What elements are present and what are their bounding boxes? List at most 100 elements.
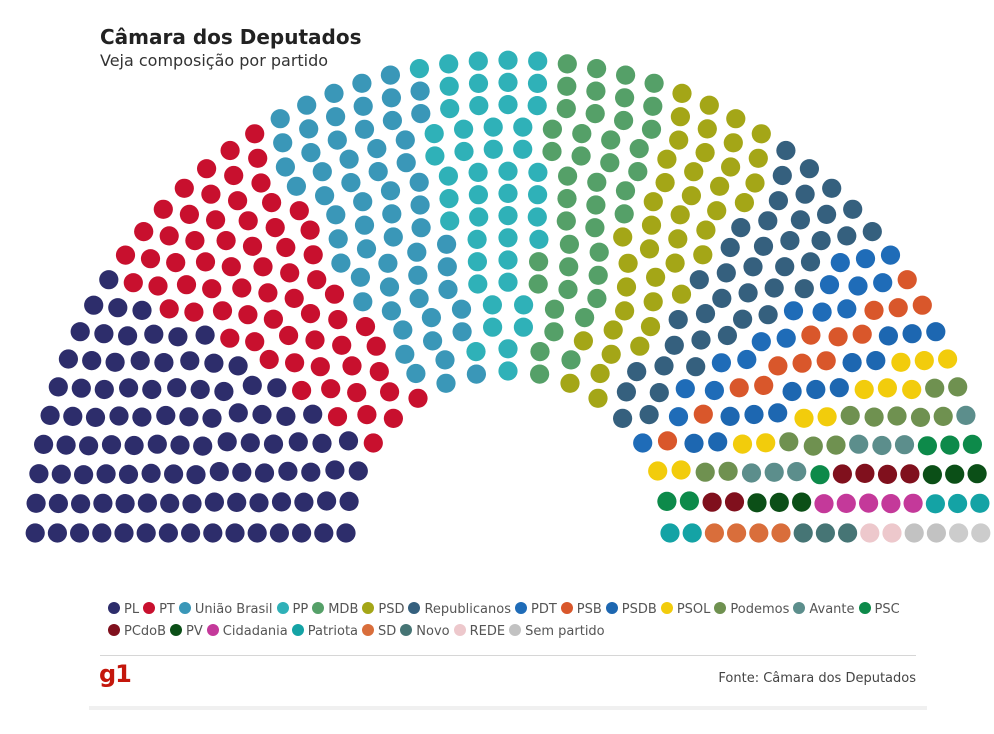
seat-dot: [643, 292, 663, 312]
g1-logo: g1: [99, 660, 132, 688]
seat-dot: [848, 276, 868, 296]
seat-dot: [800, 252, 821, 272]
seat-dot: [671, 460, 691, 480]
seat-dot: [280, 263, 300, 283]
seat-dot: [776, 140, 796, 161]
seat-dot: [440, 99, 460, 119]
seat-dot: [71, 378, 91, 398]
seat-dot: [702, 492, 722, 512]
seat-dot: [166, 253, 186, 273]
seat-dot: [498, 72, 518, 92]
legend-label: Patriota: [307, 624, 359, 639]
seat-dot: [324, 83, 344, 103]
seat-dot: [864, 300, 884, 320]
seat-dot: [228, 356, 248, 376]
chart-subtitle: Veja composição por partido: [100, 51, 329, 70]
legend-item: PP: [276, 599, 308, 621]
seat-dot: [498, 50, 518, 70]
seat-dot: [926, 322, 946, 342]
seat-dot: [559, 257, 579, 277]
seat-dot: [793, 523, 813, 543]
seat-dot: [587, 59, 607, 79]
seat-dot: [439, 76, 459, 96]
seat-dot: [168, 327, 188, 347]
seat-dot: [633, 433, 653, 453]
seat-dot: [379, 277, 400, 297]
seat-dot: [363, 433, 383, 453]
seat-dot: [881, 494, 901, 514]
seat-dot: [744, 404, 764, 425]
seat-dot: [206, 210, 226, 230]
seat-dot: [731, 218, 751, 238]
seat-dot: [587, 172, 607, 192]
seat-dot: [794, 408, 814, 428]
seat-dot: [294, 492, 314, 512]
seat-dot: [724, 492, 745, 512]
seat-dot: [790, 210, 811, 230]
seat-dot: [498, 361, 518, 381]
legend-item: Avante: [793, 599, 855, 621]
seat-dot: [670, 107, 691, 127]
seat-dot: [204, 353, 224, 373]
seat-dot: [348, 461, 368, 481]
seat-dot: [629, 139, 649, 159]
seat-dot: [142, 379, 162, 400]
seat-dot: [711, 353, 732, 373]
seat-dot: [646, 267, 666, 287]
seat-dot: [613, 408, 633, 428]
seat-dot: [454, 141, 474, 162]
seat-dot: [181, 523, 201, 543]
seat-dot: [559, 234, 580, 254]
seat-dot: [783, 301, 804, 321]
seat-dot: [134, 222, 154, 242]
seat-dot: [119, 378, 139, 398]
seat-dot: [860, 523, 880, 543]
seat-dot: [29, 464, 49, 484]
seat-dot: [350, 267, 370, 287]
seat-dot: [252, 404, 272, 425]
seat-dot: [332, 335, 352, 355]
seat-dot: [720, 406, 740, 426]
seat-dot: [132, 300, 152, 320]
seat-dot: [275, 157, 295, 177]
seat-dot: [328, 310, 348, 330]
seat-dot: [542, 141, 562, 162]
seat-dot: [240, 433, 260, 453]
seat-dot: [897, 270, 917, 290]
seat-dot: [530, 342, 550, 362]
seat-dot: [440, 211, 460, 231]
seat-dot: [466, 342, 486, 362]
seat-dot: [498, 228, 518, 248]
seat-dot: [779, 432, 799, 452]
seat-dot: [395, 344, 415, 364]
seat-dot: [124, 435, 144, 456]
legend-label: MDB: [328, 602, 359, 617]
seat-dot: [681, 186, 702, 206]
seat-dot: [303, 404, 323, 424]
seat-dot: [815, 523, 836, 543]
seat-dot: [842, 353, 862, 373]
seat-dot: [137, 493, 157, 513]
seat-dot: [381, 301, 401, 321]
legend-swatch: [408, 602, 421, 614]
seat-dot: [712, 288, 732, 308]
card-bottom-rule: [89, 706, 927, 710]
seat-dot: [380, 65, 400, 85]
seat-dot: [352, 73, 372, 93]
seat-dot: [925, 378, 945, 398]
seat-dot: [167, 378, 187, 398]
seat-dot: [769, 492, 789, 512]
seat-dot: [880, 245, 901, 265]
seat-dot: [675, 379, 695, 399]
seat-dot: [613, 227, 633, 247]
seat-dot: [466, 364, 486, 384]
seat-dot: [768, 356, 788, 376]
seat-dot: [743, 257, 763, 277]
seat-dot: [451, 299, 472, 319]
seat-dot: [483, 117, 503, 137]
seat-dot: [317, 491, 337, 511]
seat-dot: [748, 148, 768, 168]
legend-label: PSD: [378, 602, 405, 617]
seat-dot: [727, 523, 747, 543]
legend-label: SD: [378, 624, 397, 639]
